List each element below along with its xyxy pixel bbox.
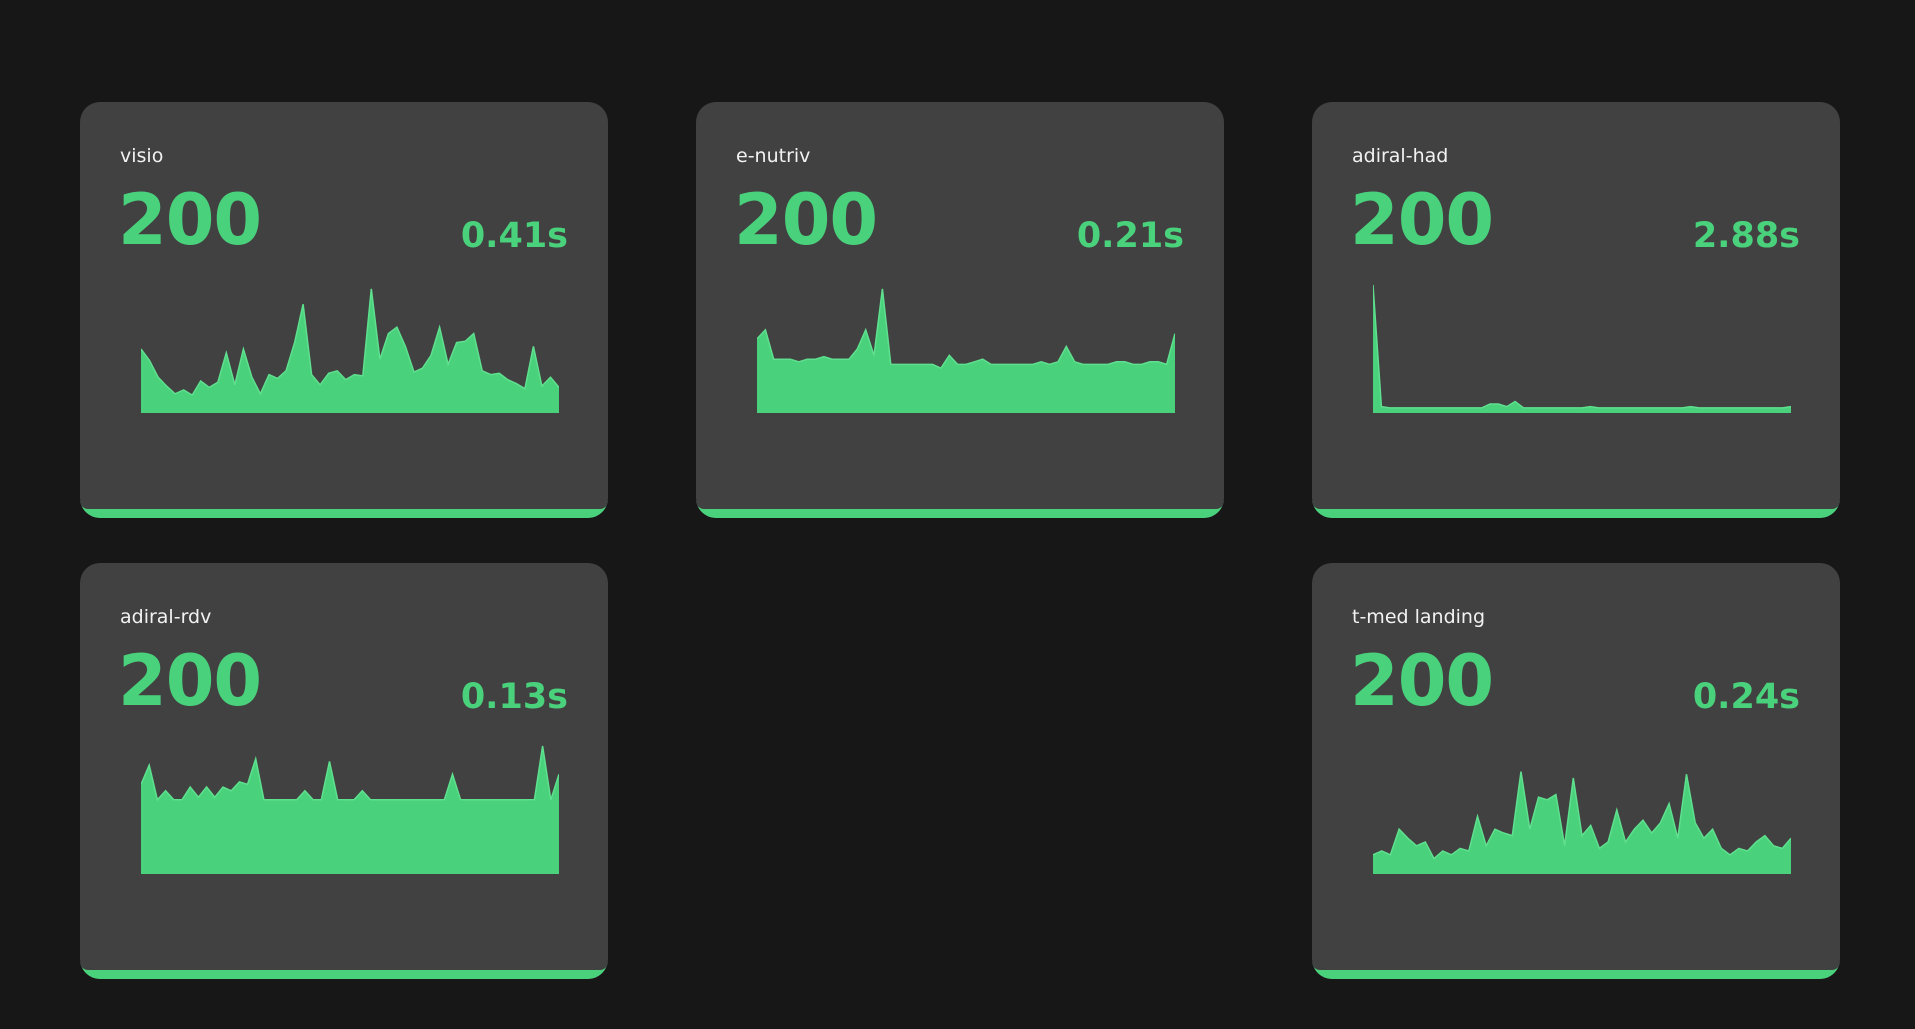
sparkline-line (141, 745, 559, 802)
response-time: 0.41s (460, 216, 568, 256)
status-bar (1312, 962, 1840, 979)
monitor-name: t-med landing (1352, 606, 1486, 628)
sparkline-line (1373, 771, 1791, 860)
sparkline-line (141, 288, 559, 397)
sparkline-line (757, 288, 1175, 370)
response-time-sparkline (1373, 742, 1791, 874)
monitor-card-visio[interactable]: visio 200 0.41s (80, 102, 608, 518)
status-code: 200 (118, 640, 262, 722)
response-time: 0.24s (1692, 677, 1800, 717)
sparkline-area (1373, 771, 1791, 874)
sparkline-svg (141, 745, 559, 874)
status-bar (80, 501, 608, 518)
sparkline-area (141, 288, 559, 413)
monitor-card-adiral-had[interactable]: adiral-had 200 2.88s (1312, 102, 1840, 518)
sparkline-svg (141, 288, 559, 413)
sparkline-area (757, 288, 1175, 413)
response-time: 2.88s (1692, 216, 1800, 256)
sparkline-area (141, 746, 559, 874)
status-code: 200 (734, 179, 878, 261)
monitor-name: e-nutriv (736, 145, 811, 167)
monitor-card-adiral-rdv[interactable]: adiral-rdv 200 0.13s (80, 563, 608, 979)
response-time-sparkline (141, 742, 559, 874)
status-bar (696, 501, 1224, 518)
status-bar (1312, 501, 1840, 518)
response-time-sparkline (141, 281, 559, 413)
sparkline-svg (1373, 771, 1791, 874)
response-time-sparkline (1373, 281, 1791, 413)
monitor-name: adiral-rdv (120, 606, 212, 628)
sparkline-line (1373, 284, 1791, 409)
monitor-name: visio (120, 145, 164, 167)
sparkline-area (1373, 285, 1791, 413)
response-time: 0.13s (460, 677, 568, 717)
sparkline-svg (1373, 284, 1791, 413)
monitor-card-e-nutriv[interactable]: e-nutriv 200 0.21s (696, 102, 1224, 518)
response-time: 0.21s (1076, 216, 1184, 256)
monitor-name: adiral-had (1352, 145, 1449, 167)
monitor-card-t-med-landing[interactable]: t-med landing 200 0.24s (1312, 563, 1840, 979)
status-code: 200 (1350, 640, 1494, 722)
status-code: 200 (118, 179, 262, 261)
response-time-sparkline (757, 281, 1175, 413)
status-bar (80, 962, 608, 979)
status-code: 200 (1350, 179, 1494, 261)
sparkline-svg (757, 288, 1175, 413)
